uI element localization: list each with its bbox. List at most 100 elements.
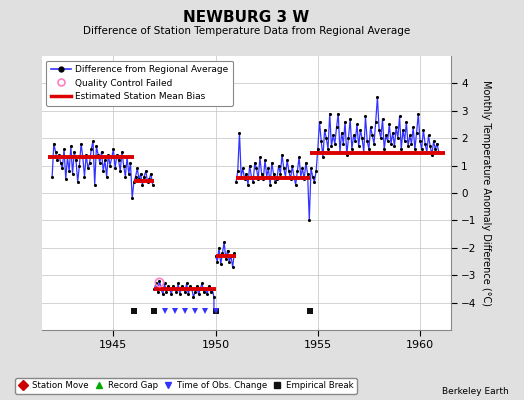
Point bbox=[331, 140, 339, 147]
Point bbox=[315, 118, 324, 125]
Point bbox=[57, 160, 65, 166]
Point bbox=[79, 154, 87, 160]
Point bbox=[247, 173, 256, 180]
Point bbox=[196, 286, 204, 292]
Point bbox=[150, 286, 158, 292]
Point bbox=[428, 152, 436, 158]
Point bbox=[73, 179, 82, 185]
Point bbox=[305, 217, 313, 224]
Point bbox=[75, 162, 83, 169]
Point bbox=[285, 168, 293, 174]
Point bbox=[390, 143, 399, 150]
Point bbox=[380, 146, 388, 152]
Point bbox=[54, 152, 63, 158]
Point bbox=[337, 130, 346, 136]
Point bbox=[50, 140, 58, 147]
Point bbox=[111, 165, 119, 172]
Point bbox=[359, 149, 368, 155]
Point bbox=[264, 165, 272, 172]
Point bbox=[201, 286, 210, 292]
Point bbox=[125, 171, 133, 177]
Legend: Station Move, Record Gap, Time of Obs. Change, Empirical Break: Station Move, Record Gap, Time of Obs. C… bbox=[15, 378, 357, 394]
Point bbox=[416, 138, 424, 144]
Point bbox=[424, 132, 433, 139]
Point bbox=[372, 118, 380, 125]
Point bbox=[87, 146, 95, 152]
Point bbox=[346, 116, 354, 122]
Point bbox=[135, 176, 143, 182]
Point bbox=[290, 173, 298, 180]
Point bbox=[394, 135, 402, 141]
Point bbox=[154, 288, 162, 295]
Point bbox=[216, 261, 225, 268]
Point bbox=[392, 124, 400, 130]
Point bbox=[370, 140, 378, 147]
Point bbox=[353, 121, 361, 128]
Point bbox=[293, 168, 302, 174]
Point bbox=[242, 171, 250, 177]
Point bbox=[431, 146, 440, 152]
Point bbox=[205, 283, 213, 289]
Point bbox=[317, 138, 325, 144]
Point bbox=[65, 168, 73, 174]
Point bbox=[104, 152, 113, 158]
Point bbox=[434, 149, 443, 155]
Point bbox=[123, 154, 132, 160]
Point bbox=[366, 124, 375, 130]
Point bbox=[171, 286, 179, 292]
Point bbox=[106, 162, 114, 169]
Point bbox=[69, 171, 77, 177]
Point bbox=[215, 244, 223, 251]
Point bbox=[297, 173, 305, 180]
Point bbox=[53, 157, 61, 163]
Point bbox=[281, 173, 290, 180]
Point bbox=[328, 143, 336, 150]
Point bbox=[250, 160, 259, 166]
Point bbox=[48, 173, 56, 180]
Point bbox=[211, 308, 220, 314]
Point bbox=[220, 239, 228, 246]
Point bbox=[121, 173, 129, 180]
Point bbox=[310, 179, 319, 185]
Point bbox=[430, 138, 438, 144]
Point bbox=[228, 264, 237, 270]
Point bbox=[118, 149, 126, 155]
Point bbox=[89, 138, 97, 144]
Point bbox=[283, 157, 291, 163]
Point bbox=[172, 288, 181, 295]
Point bbox=[320, 127, 329, 133]
Point bbox=[70, 149, 79, 155]
Point bbox=[60, 146, 68, 152]
Point bbox=[252, 165, 260, 172]
Point bbox=[356, 127, 365, 133]
Point bbox=[186, 283, 194, 289]
Point bbox=[227, 253, 235, 259]
Point bbox=[402, 118, 410, 125]
Point bbox=[387, 140, 395, 147]
Point bbox=[256, 154, 264, 160]
Point bbox=[148, 182, 157, 188]
Point bbox=[159, 291, 167, 298]
Point bbox=[132, 173, 140, 180]
Point bbox=[268, 160, 276, 166]
Point bbox=[225, 258, 234, 265]
Point bbox=[276, 171, 285, 177]
Point bbox=[273, 176, 281, 182]
Point bbox=[114, 157, 123, 163]
Point bbox=[396, 113, 404, 120]
Point bbox=[136, 171, 145, 177]
Point bbox=[313, 146, 322, 152]
Point bbox=[63, 154, 72, 160]
Point bbox=[418, 146, 426, 152]
Point bbox=[177, 283, 185, 289]
Point bbox=[166, 286, 174, 292]
Point bbox=[433, 140, 441, 147]
Point bbox=[407, 140, 416, 147]
Text: NEWBURG 3 W: NEWBURG 3 W bbox=[183, 10, 309, 25]
Point bbox=[368, 132, 377, 139]
Point bbox=[191, 288, 200, 295]
Point bbox=[422, 149, 431, 155]
Point bbox=[300, 176, 308, 182]
Text: Berkeley Earth: Berkeley Earth bbox=[442, 387, 508, 396]
Point bbox=[84, 165, 92, 172]
